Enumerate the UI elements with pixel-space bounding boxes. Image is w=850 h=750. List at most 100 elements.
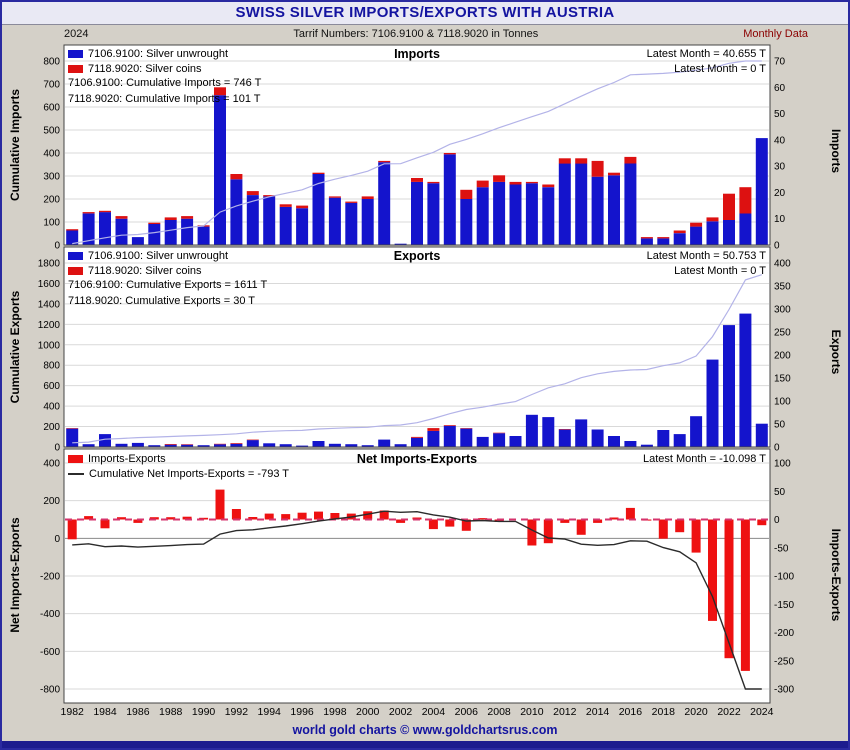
svg-text:2008: 2008 (487, 706, 511, 718)
svg-text:2004: 2004 (422, 706, 446, 718)
imports-latest: Latest Month = 40.655 T Latest Month = 0… (647, 47, 766, 77)
net-cumulative-line (72, 510, 762, 690)
net-left-axis-title: Net Imports-Exports (8, 517, 22, 633)
latest-month-unwrought: Latest Month = 40.655 T (646, 48, 766, 60)
svg-text:400: 400 (43, 459, 60, 470)
cumulative-imports-coins-text: 7118.9020: Cumulative Imports = 101 T (68, 92, 261, 105)
legend-item-coins: 7118.9020: Silver coins (68, 61, 261, 76)
exports-cumulative-line (72, 274, 762, 444)
svg-text:1400: 1400 (38, 299, 61, 310)
imports-panel: 0 100 200 300 400 500 600 700 800 0 10 20 30 40 50 60 70 (43, 44, 786, 252)
svg-text:2016: 2016 (619, 706, 643, 718)
imports-legend: 7106.9100: Silver unwrought 7118.9020: S… (68, 46, 261, 107)
svg-text:-300: -300 (774, 685, 794, 696)
bottom-bar (2, 741, 848, 748)
svg-text:700: 700 (43, 80, 60, 91)
svg-text:200: 200 (43, 422, 60, 433)
svg-text:1800: 1800 (38, 259, 61, 270)
svg-text:400: 400 (43, 149, 60, 160)
chart-area: 0 100 200 300 400 500 600 700 800 0 10 20 30 40 50 60 70… (2, 43, 848, 719)
svg-text:30: 30 (774, 162, 786, 173)
svg-text:1988: 1988 (159, 706, 183, 718)
exports-panel: 0 200 400 600 800 1000 1200 1400 1600 1800 0 50 100 1… (38, 246, 791, 454)
red-bar-swatch (68, 266, 83, 275)
svg-text:1992: 1992 (225, 706, 249, 718)
svg-text:200: 200 (43, 195, 60, 206)
blue-bar-swatch (68, 49, 83, 58)
cumulative-exports-unwrought-text: 7106.9100: Cumulative Exports = 1611 T (68, 279, 268, 291)
net-bars (67, 489, 767, 671)
svg-text:1982: 1982 (61, 706, 85, 718)
footer-credit[interactable]: world gold charts © www.goldchartsrus.co… (292, 723, 558, 737)
svg-text:20: 20 (774, 188, 786, 199)
svg-text:500: 500 (43, 126, 60, 137)
exports-left-axis-title: Cumulative Exports (8, 290, 22, 404)
legend-label: Imports-Exports (88, 452, 166, 465)
svg-text:1984: 1984 (93, 706, 117, 718)
subheader: 2024 Tarrif Numbers: 7106.9100 & 7118.90… (2, 25, 848, 43)
svg-text:1000: 1000 (38, 340, 61, 351)
exports-legend: 7106.9100: Silver unwrought 7118.9020: S… (68, 248, 267, 309)
legend-item-unwrought: 7106.9100: Silver unwrought (68, 248, 267, 263)
blue-bar-swatch (68, 251, 83, 260)
imports-left-axis-title: Cumulative Imports (8, 88, 22, 202)
legend-label: 7118.9020: Silver coins (88, 62, 202, 75)
svg-text:200: 200 (43, 496, 60, 507)
svg-text:250: 250 (774, 328, 791, 339)
imports-cumulative-line (72, 60, 762, 245)
svg-text:0: 0 (774, 443, 780, 454)
net-gridlines (65, 462, 769, 690)
exports-latest: Latest Month = 50.753 T Latest Month = 0… (647, 249, 766, 279)
legend-label: 7106.9100: Silver unwrought (88, 47, 229, 60)
svg-text:1998: 1998 (323, 706, 347, 718)
svg-text:0: 0 (774, 241, 780, 252)
svg-text:-200: -200 (40, 572, 60, 583)
exports-bars (66, 313, 768, 447)
svg-text:50: 50 (774, 109, 786, 120)
svg-text:0: 0 (54, 443, 60, 454)
svg-text:2020: 2020 (684, 706, 708, 718)
latest-month-net: Latest Month = -10.098 T (642, 453, 766, 465)
net-latest: Latest Month = -10.098 T (643, 452, 766, 467)
svg-text:350: 350 (774, 282, 791, 293)
cumulative-imports-unwrought-text: 7106.9100: Cumulative Imports = 746 T (68, 77, 262, 89)
svg-text:800: 800 (43, 57, 60, 68)
svg-text:-50: -50 (774, 543, 789, 554)
chart-canvas: 0100200300400500600700800010203040506070… (38, 44, 794, 718)
svg-text:600: 600 (43, 103, 60, 114)
svg-text:2010: 2010 (520, 706, 544, 718)
svg-text:2002: 2002 (389, 706, 413, 718)
svg-text:0: 0 (54, 534, 60, 545)
imports-panel-title: Imports (394, 47, 440, 61)
net-right-axis-title: Imports-Exports (829, 528, 843, 622)
svg-text:40: 40 (774, 135, 786, 146)
exports-right-axis-title: Exports (829, 329, 843, 375)
svg-text:2014: 2014 (586, 706, 610, 718)
current-year-label: 2024 (64, 28, 89, 40)
imports-bars (66, 87, 768, 245)
tariff-subtitle: Tarrif Numbers: 7106.9100 & 7118.9020 in… (293, 28, 539, 40)
cumulative-exports-coins-text: 7118.9020: Cumulative Exports = 30 T (68, 294, 256, 307)
svg-text:0: 0 (54, 241, 60, 252)
legend-label: Cumulative Net Imports-Exports = -793 T (89, 467, 290, 480)
svg-text:100: 100 (43, 218, 60, 229)
red-bar-swatch (68, 64, 83, 73)
monthly-data-label: Monthly Data (743, 28, 808, 40)
svg-text:0: 0 (774, 515, 780, 526)
legend-item-unwrought: 7106.9100: Silver unwrought (68, 46, 261, 61)
svg-text:100: 100 (774, 459, 791, 470)
svg-text:2012: 2012 (553, 706, 577, 718)
svg-text:50: 50 (774, 420, 786, 431)
svg-text:-600: -600 (40, 647, 60, 658)
net-legend: Imports-Exports Cumulative Net Imports-E… (68, 451, 289, 481)
svg-text:1996: 1996 (290, 706, 314, 718)
svg-text:800: 800 (43, 361, 60, 372)
net-panel: -800 -600 -400 -200 0 200 400 -300 -250 -200 -150 -… (40, 448, 794, 704)
svg-text:400: 400 (774, 259, 791, 270)
black-line-swatch (68, 472, 84, 475)
legend-label: 7118.9020: Silver coins (88, 264, 202, 277)
latest-month-coins: Latest Month = 0 T (674, 265, 766, 277)
svg-text:1600: 1600 (38, 279, 61, 290)
page-title: SWISS SILVER IMPORTS/EXPORTS WITH AUSTRI… (2, 2, 848, 25)
svg-text:100: 100 (774, 397, 791, 408)
